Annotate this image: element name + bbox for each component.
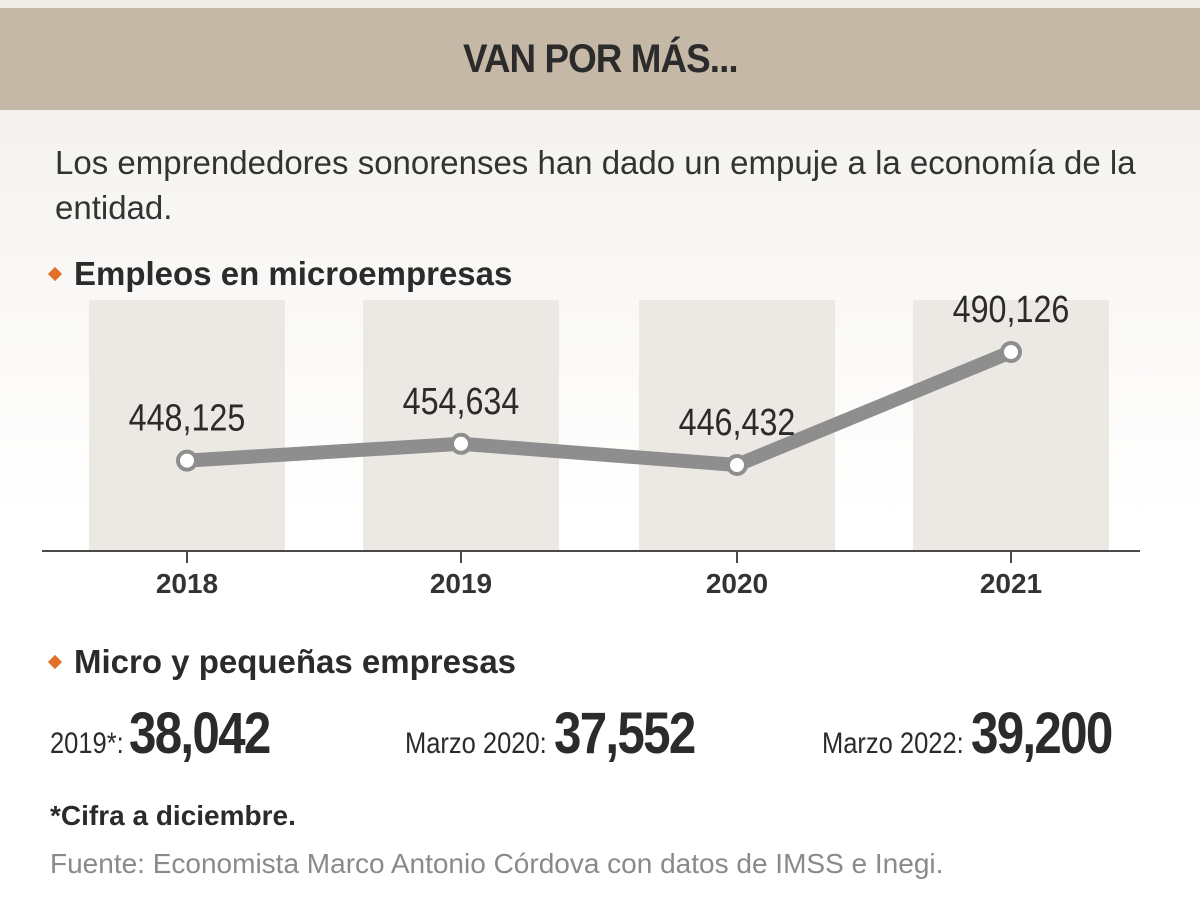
data-point	[726, 454, 748, 476]
x-tick-label: 2020	[706, 568, 768, 599]
source-credit: Fuente: Economista Marco Antonio Córdova…	[50, 848, 944, 879]
data-label: 448,125	[129, 397, 246, 439]
x-tick-label: 2021	[980, 568, 1042, 599]
series-line	[180, 345, 1018, 472]
x-tick-label: 2018	[156, 568, 218, 599]
stat-label: 2019*:	[50, 727, 124, 760]
data-label: 454,634	[403, 380, 520, 422]
small-business-title: Micro y pequeñas empresas	[74, 643, 517, 680]
column-band-2018	[89, 300, 285, 551]
stat-marzo-2020: Marzo 2020: 37,552	[405, 700, 719, 767]
column-band-2020	[639, 300, 835, 551]
data-point	[1000, 341, 1022, 363]
data-label: 490,126	[953, 289, 1070, 331]
chart-section-title: Empleos en microempresas	[47, 255, 513, 293]
column-band-2019	[363, 300, 559, 551]
page-title: VAN POR MÁS...	[462, 36, 739, 81]
data-point	[450, 432, 472, 455]
stat-value: 37,552	[553, 701, 696, 766]
data-point	[176, 449, 198, 472]
data-label: 446,432	[679, 402, 796, 444]
stat-marzo-2022: Marzo 2022: 39,200	[822, 700, 1136, 767]
intro-text: Los emprendedores sonorenses han dado un…	[55, 144, 1136, 226]
stat-label: Marzo 2022:	[822, 727, 964, 760]
stat-value: 39,200	[970, 701, 1113, 766]
diamond-bullet-icon	[47, 654, 63, 670]
chart-title: Empleos en microempresas	[74, 255, 513, 292]
header-banner: VAN POR MÁS...	[0, 8, 1200, 110]
footnote: *Cifra a diciembre.	[50, 800, 296, 831]
stat-label: Marzo 2020:	[405, 727, 547, 760]
line-chart: 2018 2019 2020 2021 448,125 454,634 446,432 490…	[42, 289, 1140, 599]
small-business-section-title: Micro y pequeñas empresas	[47, 643, 517, 681]
x-tick-label: 2019	[430, 568, 492, 599]
stat-value: 38,042	[128, 701, 271, 766]
stat-2019: 2019*: 38,042	[50, 700, 294, 767]
column-band-2021	[913, 300, 1109, 551]
